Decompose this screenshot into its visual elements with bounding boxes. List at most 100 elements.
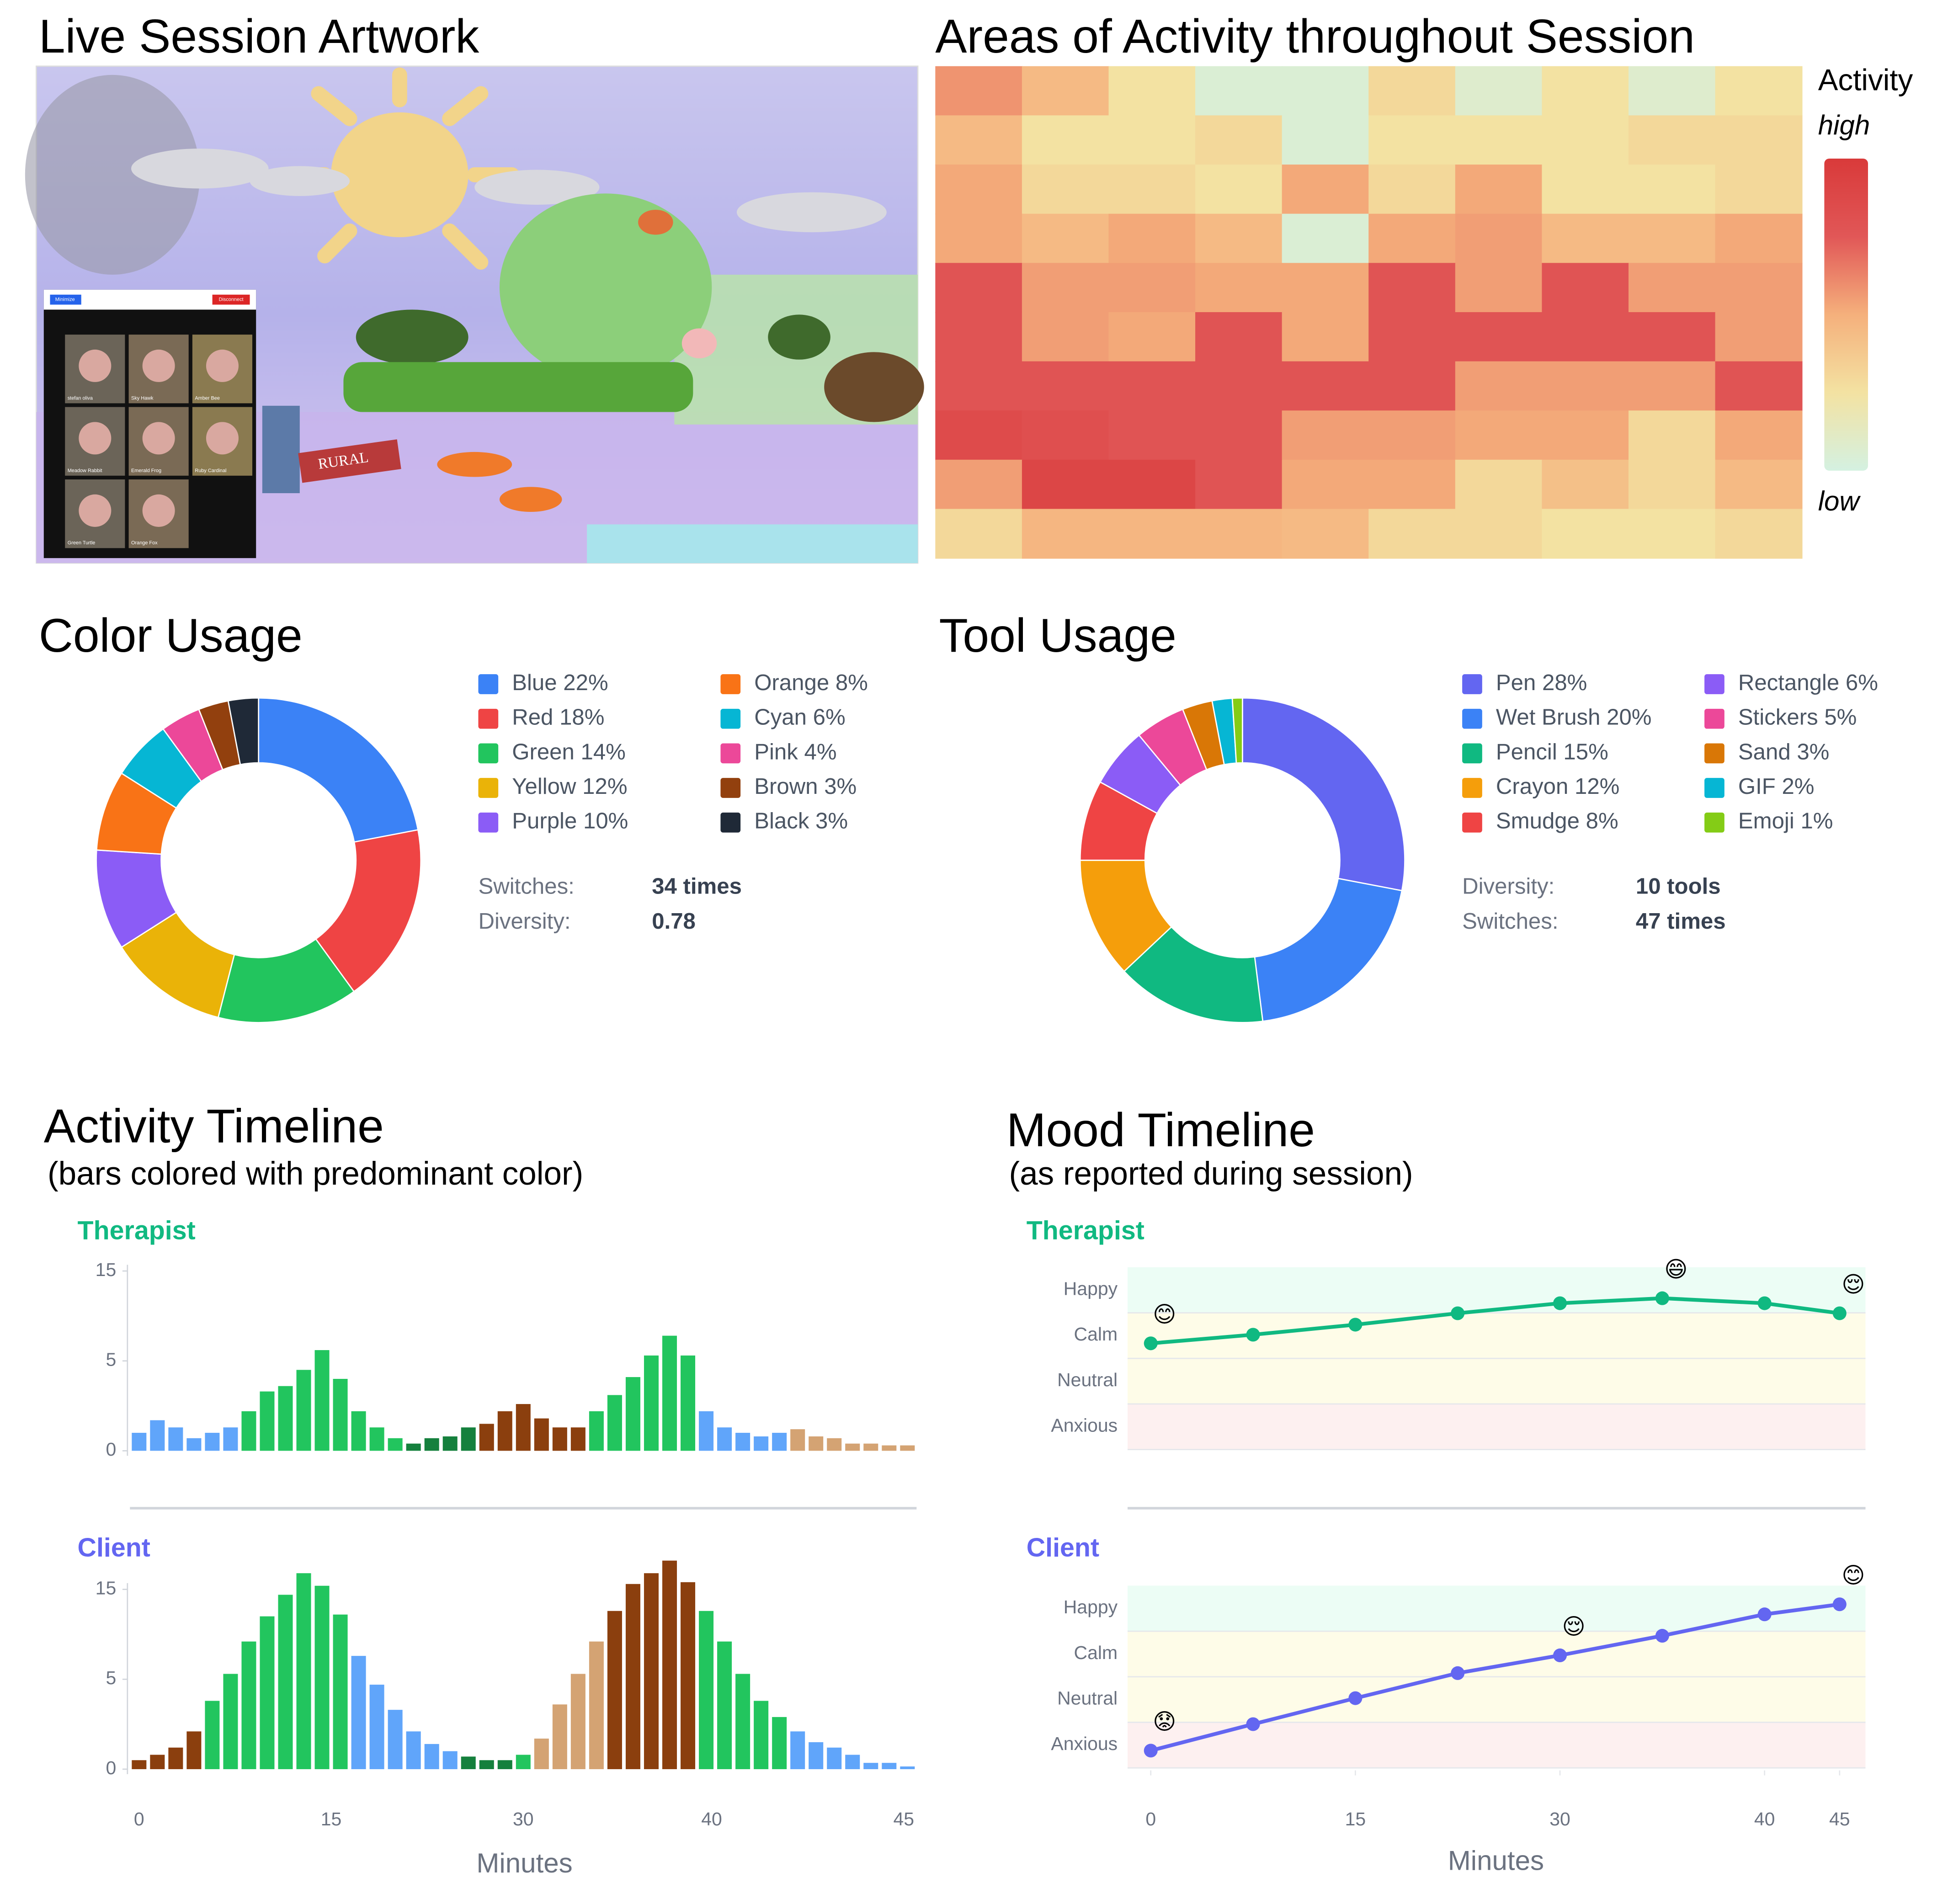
participant-name: Amber Bee [195,395,220,401]
bar [790,1429,805,1451]
heat-cell [1455,66,1543,116]
heat-cell [1022,361,1109,411]
bar [351,1411,366,1451]
heat-cell [1629,459,1716,510]
legend-value: 14% [581,739,626,764]
bar [900,1445,915,1451]
bar [900,1766,915,1769]
mood-point [1348,1318,1363,1332]
legend-entry: Purple 10% [512,808,628,834]
legend-swatch [1704,674,1724,694]
bar [882,1445,897,1451]
bar [296,1370,311,1451]
heat-cell [1282,165,1369,215]
legend-value: 8% [836,670,868,695]
heat-cell [1368,66,1456,116]
heat-cell [1455,459,1543,510]
heat-cell [1368,312,1456,362]
legend-name: Pencil [1496,739,1557,764]
bar [406,1731,421,1769]
bar [735,1433,750,1451]
participant-name: Meadow Rabbit [68,468,102,473]
y-tick-label: 5 [106,1349,116,1370]
bar [260,1391,275,1451]
heat-cell [1195,263,1283,313]
heat-cell [1022,312,1109,362]
heat-cell [1455,115,1543,165]
bar [424,1744,439,1769]
y-tick-label: 0 [106,1757,116,1778]
legend-swatch [720,778,741,798]
legend-entry: Green 14% [512,739,626,764]
legend-swatch [720,708,741,729]
bar [461,1756,476,1769]
legend-swatch [1462,812,1482,833]
y-tick-label: Neutral [1057,1687,1118,1708]
heat-cell [1455,361,1543,411]
mood-band [1128,1585,1866,1632]
legend-value: 6% [1846,670,1878,695]
mood-point [1348,1691,1363,1705]
bar [534,1418,549,1451]
heat-cell [1715,115,1803,165]
y-tick-label: Happy [1064,1596,1118,1617]
mood-point [1144,1744,1158,1758]
legend-entry: Yellow 12% [512,774,627,799]
x-tick-label: 0 [134,1808,144,1830]
heat-cell [1022,66,1109,116]
mood-point [1553,1296,1567,1310]
chart-title: Areas of Activity throughout Session [935,10,1695,63]
legend-swatch [1704,778,1724,798]
bar [497,1760,512,1769]
legend-value: 8% [1586,808,1618,834]
bar [388,1438,403,1451]
participant-name: Ruby Cardinal [195,468,226,473]
heat-cell [935,66,1023,116]
heat-cell [935,410,1023,461]
legend-value: 3% [1797,739,1829,764]
legend-name: Purple [512,808,577,834]
stat-label: Diversity: [1462,873,1554,899]
legend-swatch [720,674,741,694]
bar [552,1704,567,1769]
heat-cell [935,361,1023,411]
legend-swatch [478,812,499,833]
face [142,494,175,527]
button[interactable] [212,294,250,305]
bar [699,1611,714,1769]
bar [644,1355,659,1451]
legend-swatch [1704,812,1724,833]
button[interactable] [50,294,81,305]
bar [644,1573,659,1769]
mood-band [1128,1631,1866,1677]
heat-cell [1108,115,1196,165]
bar [314,1350,330,1451]
bar [424,1438,439,1451]
chart-title: Color Usage [39,609,303,662]
bar [589,1411,604,1451]
smudge [25,74,200,275]
stat-label: Switches: [1462,909,1558,934]
bar [681,1582,696,1769]
heat-cell [1715,165,1803,215]
mood-point [1757,1607,1772,1622]
heat-cell [1368,165,1456,215]
participant-name: Emerald Frog [131,468,161,473]
legend-name: GIF [1738,774,1776,799]
participant-name: Sky Hawk [131,395,154,401]
heat-cell [1542,312,1629,362]
heat-cell [1542,115,1629,165]
legend-value: 20% [1607,705,1651,730]
heat-cell [1715,312,1803,362]
bar [717,1427,732,1451]
heat-cell [1108,509,1196,559]
face [142,349,175,382]
sun [331,112,468,238]
legend-swatch [1462,708,1482,729]
heat-cell [1195,312,1283,362]
legend-swatch [478,778,499,798]
heat-cell [1108,410,1196,461]
heat-cell [1282,115,1369,165]
bar [388,1710,403,1769]
heat-cell [1715,509,1803,559]
